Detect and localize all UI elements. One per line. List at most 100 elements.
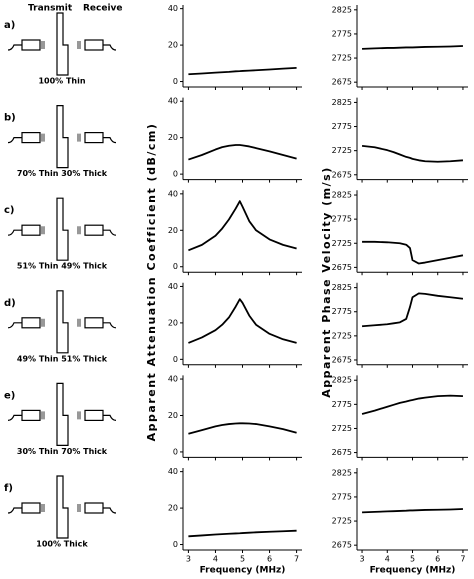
transmit-transducer: [21, 317, 41, 329]
y-tick-label: 0: [173, 77, 178, 86]
transmit-element: [41, 133, 45, 142]
data-line: [361, 292, 464, 328]
data-line: [362, 508, 463, 514]
receive-cable: [103, 322, 117, 329]
transmit-element: [41, 226, 45, 235]
receive-element: [77, 411, 81, 420]
y-tick-label: 2775: [332, 122, 352, 131]
receive-element: [77, 226, 81, 235]
transmit-transducer: [21, 132, 41, 144]
y-tick-label: 0: [173, 170, 178, 179]
panel-caption: 100% Thin: [38, 77, 85, 86]
plate: [56, 475, 69, 539]
transmit-cable: [7, 137, 22, 144]
y-tick-label: 2825: [332, 5, 352, 14]
transmit-transducer: [21, 502, 41, 514]
receive-cable: [103, 137, 117, 144]
transmit-cable: [7, 507, 22, 514]
y-tick-label: 2725: [332, 517, 352, 526]
transmit-element: [41, 504, 45, 512]
panel-caption: 30% Thin 70% Thick: [17, 447, 108, 456]
data-line: [362, 45, 463, 50]
x-tick-label: 6: [435, 555, 440, 564]
y-tick-label: 2775: [332, 29, 352, 38]
receive-transducer: [84, 39, 104, 51]
plate: [56, 105, 69, 169]
x-tick-label: 5: [410, 555, 415, 564]
transmit-cable: [7, 44, 22, 51]
data-line: [188, 200, 297, 252]
y-tick-label: 0: [173, 540, 178, 549]
y-tick-label: 2825: [332, 376, 352, 385]
plate: [56, 382, 69, 446]
data-line: [188, 66, 297, 76]
x-axis-title: Frequency (MHz): [200, 566, 286, 576]
y-tick-label: 0: [173, 355, 178, 364]
y-tick-label: 2775: [332, 492, 352, 501]
y-tick-label: 20: [168, 318, 178, 327]
y-tick-label: 2675: [332, 170, 352, 179]
receive-cable: [103, 507, 117, 514]
receive-cable: [103, 229, 117, 236]
x-axis-title: Frequency (MHz): [370, 566, 456, 576]
y-tick-label: 0: [173, 447, 178, 456]
y-tick-label: 2825: [332, 191, 352, 200]
y-tick-label: 0: [173, 262, 178, 271]
y-tick-label: 2825: [332, 283, 352, 292]
panel-caption: 51% Thin 49% Thick: [17, 262, 108, 271]
data-line: [188, 422, 297, 435]
receive-transducer: [84, 502, 104, 514]
y-tick-label: 20: [168, 411, 178, 420]
plate: [56, 12, 69, 76]
receive-element: [77, 133, 81, 142]
y-tick-label: 2675: [332, 541, 352, 550]
x-tick-label: 6: [267, 555, 272, 564]
receive-cable: [103, 44, 117, 51]
x-tick-label: 4: [385, 555, 390, 564]
y-tick-label: 2775: [332, 400, 352, 409]
y-tick-label: 40: [168, 189, 178, 198]
y-tick-label: 2825: [332, 468, 352, 477]
y-tick-label: 20: [168, 41, 178, 50]
x-tick-label: 7: [460, 555, 465, 564]
receive-transducer: [84, 132, 104, 144]
data-line: [188, 529, 297, 538]
data-line: [188, 298, 297, 344]
receive-cable: [103, 414, 117, 421]
panel-caption: 100% Thick: [36, 540, 88, 549]
x-tick-label: 4: [213, 555, 218, 564]
y-tick-label: 2725: [332, 331, 352, 340]
y-tick-label: 40: [168, 282, 178, 291]
panel-caption: 70% Thin 30% Thick: [17, 169, 108, 178]
y-tick-label: 2775: [332, 215, 352, 224]
y-axis-title: Apparent Phase Velocity (m/s): [320, 166, 333, 397]
y-tick-label: 40: [168, 375, 178, 384]
data-line: [361, 144, 464, 163]
y-tick-label: 2675: [332, 448, 352, 457]
y-tick-label: 2675: [332, 263, 352, 272]
y-tick-label: 20: [168, 504, 178, 513]
panel-label: d): [4, 298, 16, 309]
panel-label: e): [4, 390, 15, 401]
receive-element: [77, 318, 81, 327]
y-tick-label: 20: [168, 133, 178, 142]
receive-element: [77, 41, 81, 49]
transmit-element: [41, 41, 45, 49]
y-tick-label: 20: [168, 226, 178, 235]
y-axis-title: Apparent Attenuation Coefficient (dB/cm): [145, 123, 158, 442]
transmit-cable: [7, 229, 22, 236]
x-tick-label: 5: [240, 555, 245, 564]
y-tick-label: 2675: [332, 355, 352, 364]
data-line: [188, 144, 297, 161]
panel-caption: 49% Thin 51% Thick: [17, 354, 108, 363]
x-tick-label: 3: [359, 555, 364, 564]
transmit-transducer: [21, 409, 41, 421]
plate: [56, 290, 69, 354]
y-tick-label: 2675: [332, 78, 352, 87]
receive-element: [77, 504, 81, 512]
y-tick-label: 40: [168, 467, 178, 476]
receive-transducer: [84, 317, 104, 329]
x-tick-label: 7: [294, 555, 299, 564]
transmit-element: [41, 318, 45, 327]
